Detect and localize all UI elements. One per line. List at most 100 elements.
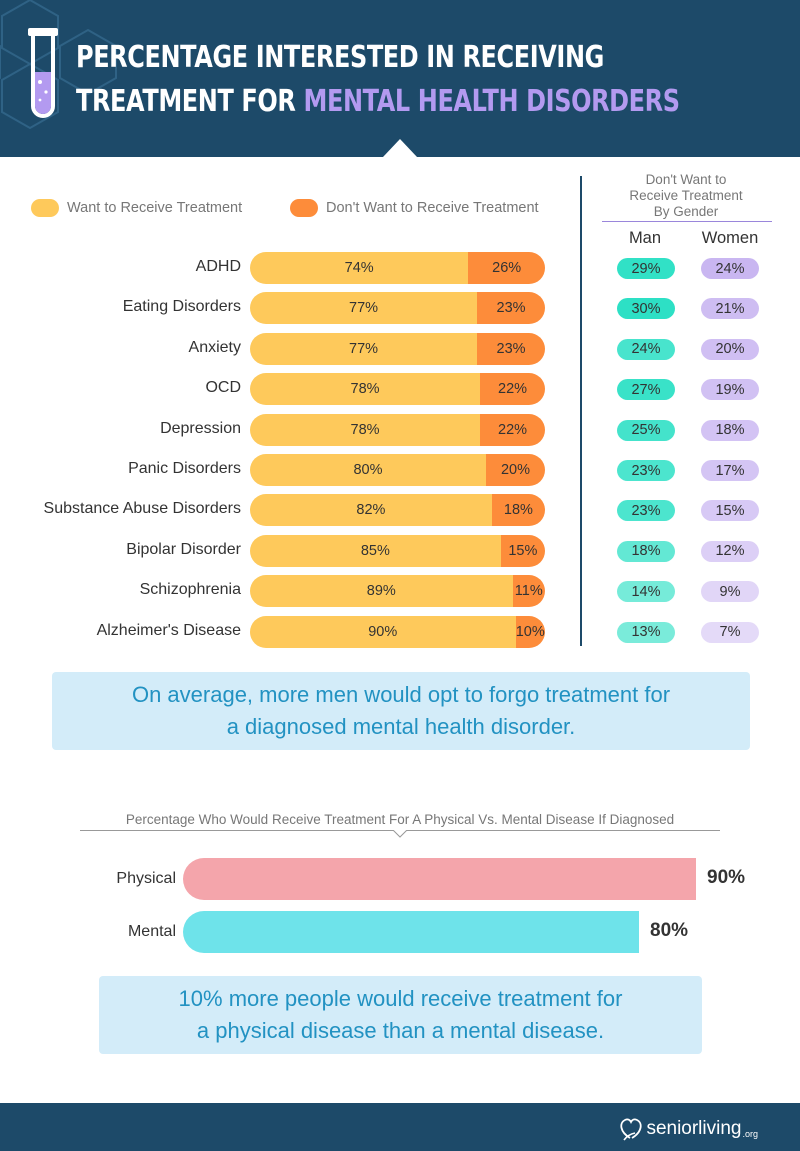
header-banner: PERCENTAGE INTERESTED IN RECEIVING TREAT… xyxy=(0,0,800,157)
bar-segment-want: 78% xyxy=(250,413,481,446)
women-value-pill: 12% xyxy=(701,540,759,562)
bar-segment-want: 74% xyxy=(250,252,469,284)
bar-segment-dont: 22% xyxy=(480,413,545,446)
legend-dont: Don't Want to Receive Treatment xyxy=(290,199,539,217)
women-value-pill: 9% xyxy=(701,581,759,603)
comparison-label: Mental xyxy=(127,923,176,940)
physical-vs-mental-title: Percentage Who Would Receive Treatment F… xyxy=(125,812,675,827)
man-value-pill: 27% xyxy=(617,379,675,401)
man-value-pill: 23% xyxy=(617,460,675,481)
women-value-pill: 15% xyxy=(701,500,759,522)
bar-segment-want: 77% xyxy=(250,292,478,325)
comparison-label: Physical xyxy=(116,870,176,887)
note1-line-2: a diagnosed mental health disorder. xyxy=(226,714,576,739)
comparison-bar xyxy=(183,858,696,900)
stacked-bar: 78% 22% xyxy=(250,413,545,446)
title-line-1: PERCENTAGE INTERESTED IN RECEIVING xyxy=(76,40,604,75)
stacked-bar: 82% 18% xyxy=(250,494,545,527)
gender-title-line-1: Don't Want to xyxy=(645,172,727,187)
note2-line-1: 10% more people would receive treatment … xyxy=(178,986,623,1011)
category-label: Substance Abuse Disorders xyxy=(43,500,241,518)
legend-want: Want to Receive Treatment xyxy=(31,199,242,217)
bar-segment-dont: 20% xyxy=(486,454,545,486)
man-value-pill: 14% xyxy=(617,581,675,603)
gender-title-underline xyxy=(602,221,772,222)
women-value-pill: 19% xyxy=(701,379,759,401)
category-label: Panic Disorders xyxy=(128,460,241,477)
category-label: Alzheimer's Disease xyxy=(96,621,241,639)
legend-dont-label: Don't Want to Receive Treatment xyxy=(326,200,539,216)
stacked-bar: 90% 10% xyxy=(250,615,545,648)
man-value-pill: 23% xyxy=(617,500,675,522)
bar-segment-want: 80% xyxy=(250,454,486,486)
bar-segment-dont: 10% xyxy=(515,615,545,648)
note2-line-2: a physical disease than a mental disease… xyxy=(196,1018,605,1043)
title-highlight: MENTAL HEALTH DISORDERS xyxy=(303,84,680,119)
note1-line-1: On average, more men would opt to forgo … xyxy=(131,682,671,707)
comparison-value: 90% xyxy=(707,867,746,888)
bar-segment-want: 77% xyxy=(250,332,478,365)
stacked-bar: 85% 15% xyxy=(250,534,545,567)
bar-segment-dont: 26% xyxy=(468,252,545,284)
page-title: PERCENTAGE INTERESTED IN RECEIVING TREAT… xyxy=(76,36,680,124)
logo-suffix: .org xyxy=(742,1128,758,1139)
bar-segment-want: 78% xyxy=(250,373,481,406)
women-value-pill: 20% xyxy=(701,338,759,360)
category-label: Bipolar Disorder xyxy=(126,540,241,558)
women-value-pill: 24% xyxy=(701,258,759,279)
logo-text: seniorliving xyxy=(646,1118,742,1139)
gender-panel-title: Don't Want to Receive Treatment By Gende… xyxy=(600,172,772,220)
insight-note-gender: On average, more men would opt to forgo … xyxy=(52,672,750,750)
category-label: OCD xyxy=(205,379,241,397)
bar-segment-dont: 22% xyxy=(480,373,545,406)
man-value-pill: 29% xyxy=(617,258,675,279)
stacked-bar: 78% 22% xyxy=(250,373,545,406)
title-line-2: TREATMENT FOR MENTAL HEALTH DISORDERS xyxy=(76,80,680,124)
gender-title-line-3: By Gender xyxy=(653,204,719,219)
bar-segment-dont: 23% xyxy=(477,332,545,365)
category-label: Depression xyxy=(160,419,241,437)
women-value-pill: 7% xyxy=(701,621,759,643)
man-value-pill: 30% xyxy=(617,298,675,320)
bar-segment-dont: 23% xyxy=(477,292,545,325)
category-label: Schizophrenia xyxy=(139,581,241,599)
gender-col-man: Man xyxy=(628,229,662,247)
gender-title-line-2: Receive Treatment xyxy=(629,188,743,203)
header-notch xyxy=(383,139,417,157)
women-value-pill: 18% xyxy=(701,419,759,441)
women-value-pill: 21% xyxy=(701,298,759,320)
stacked-bar: 89% 11% xyxy=(250,575,545,608)
seniorliving-logo: seniorliving .org xyxy=(616,1114,758,1144)
insight-note-physical: 10% more people would receive treatment … xyxy=(99,976,702,1054)
hexagon-pattern xyxy=(0,0,117,130)
man-value-pill: 24% xyxy=(617,338,675,360)
bar-segment-dont: 18% xyxy=(491,494,545,527)
stacked-bar: 80% 20% xyxy=(250,454,545,486)
heart-leaf-icon xyxy=(620,1118,643,1141)
stacked-bar: 77% 23% xyxy=(250,332,545,365)
title-line-2-plain: TREATMENT FOR xyxy=(76,84,304,119)
stacked-bar: 74% 26% xyxy=(250,252,545,284)
comparison-bar xyxy=(183,911,639,953)
comparison-value: 80% xyxy=(650,920,689,941)
column-divider xyxy=(580,176,582,646)
bar-segment-dont: 15% xyxy=(500,534,545,567)
gender-col-women: Women xyxy=(701,229,759,247)
bar-segment-want: 85% xyxy=(250,534,501,567)
category-label: Anxiety xyxy=(188,338,241,356)
legend-want-swatch xyxy=(31,199,59,217)
man-value-pill: 13% xyxy=(617,621,675,643)
bar-segment-want: 90% xyxy=(250,615,516,648)
man-value-pill: 18% xyxy=(617,540,675,562)
stacked-bar: 77% 23% xyxy=(250,292,545,325)
bar-segment-want: 89% xyxy=(250,575,513,608)
test-tube-icon xyxy=(28,28,58,118)
bar-segment-want: 82% xyxy=(250,494,492,527)
man-value-pill: 25% xyxy=(617,419,675,441)
legend-dont-swatch xyxy=(290,199,318,217)
bar-segment-dont: 11% xyxy=(512,575,545,608)
category-label: Eating Disorders xyxy=(122,298,241,316)
category-label: ADHD xyxy=(195,258,241,275)
footer-banner: seniorliving .org xyxy=(0,1103,800,1151)
legend-want-label: Want to Receive Treatment xyxy=(67,200,243,216)
